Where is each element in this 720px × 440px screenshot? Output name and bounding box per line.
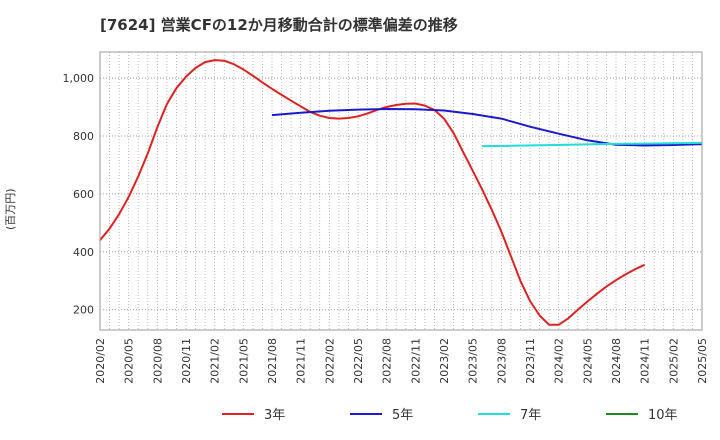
x-tick-label: 2020/02: [94, 338, 107, 384]
x-tick-label: 2020/08: [151, 338, 164, 384]
series-layer: [99, 59, 703, 326]
x-tick-label: 2021/05: [237, 338, 250, 384]
y-tick-label: 1,000: [63, 72, 95, 85]
x-tick-label: 2025/02: [667, 338, 680, 384]
series-line: [482, 141, 703, 148]
grid-layer: [99, 52, 703, 330]
chart-title: [7624] 営業CFの12か月移動合計の標準偏差の推移: [100, 16, 458, 34]
y-tick-label: 200: [73, 304, 94, 317]
x-tick-label: 2020/11: [180, 338, 193, 384]
plot-frame: [99, 51, 703, 331]
series-line: [271, 108, 703, 147]
x-tick-label: 2024/05: [581, 338, 594, 384]
x-tick-label: 2020/05: [123, 338, 136, 384]
legend-label: 7年: [520, 408, 541, 423]
x-tick-label: 2022/05: [352, 338, 365, 384]
axis-layer: 200 400 600 800 1,000 2020/02 2020/05 2020/08 20…: [63, 72, 710, 384]
x-tick-label: 2023/08: [495, 338, 508, 384]
x-tick-label: 2024/08: [610, 338, 623, 384]
legend-label: 10年: [648, 408, 678, 423]
y-tick-label: 400: [73, 246, 94, 259]
x-tick-label: 2022/11: [409, 338, 422, 384]
x-tick-label: 2021/02: [209, 338, 222, 384]
y-tick-label: 800: [73, 130, 94, 143]
legend-label: 5年: [392, 408, 413, 423]
x-tick-label: 2023/05: [467, 338, 480, 384]
legend-label: 3年: [264, 408, 285, 423]
x-tick-label: 2021/11: [295, 338, 308, 384]
x-tick-label: 2022/08: [381, 338, 394, 384]
x-tick-label: 2025/05: [696, 338, 709, 384]
legend-layer: 3年 5年 7年 10年: [222, 408, 678, 423]
x-tick-label: 2024/02: [553, 338, 566, 384]
series-line: [99, 59, 646, 326]
x-tick-label: 2023/02: [438, 338, 451, 384]
y-tick-label: 600: [73, 188, 94, 201]
x-tick-label: 2023/11: [524, 338, 537, 384]
x-tick-label: 2021/08: [266, 338, 279, 384]
x-tick-label: 2024/11: [639, 338, 652, 384]
x-tick-label: 2022/02: [323, 338, 336, 384]
